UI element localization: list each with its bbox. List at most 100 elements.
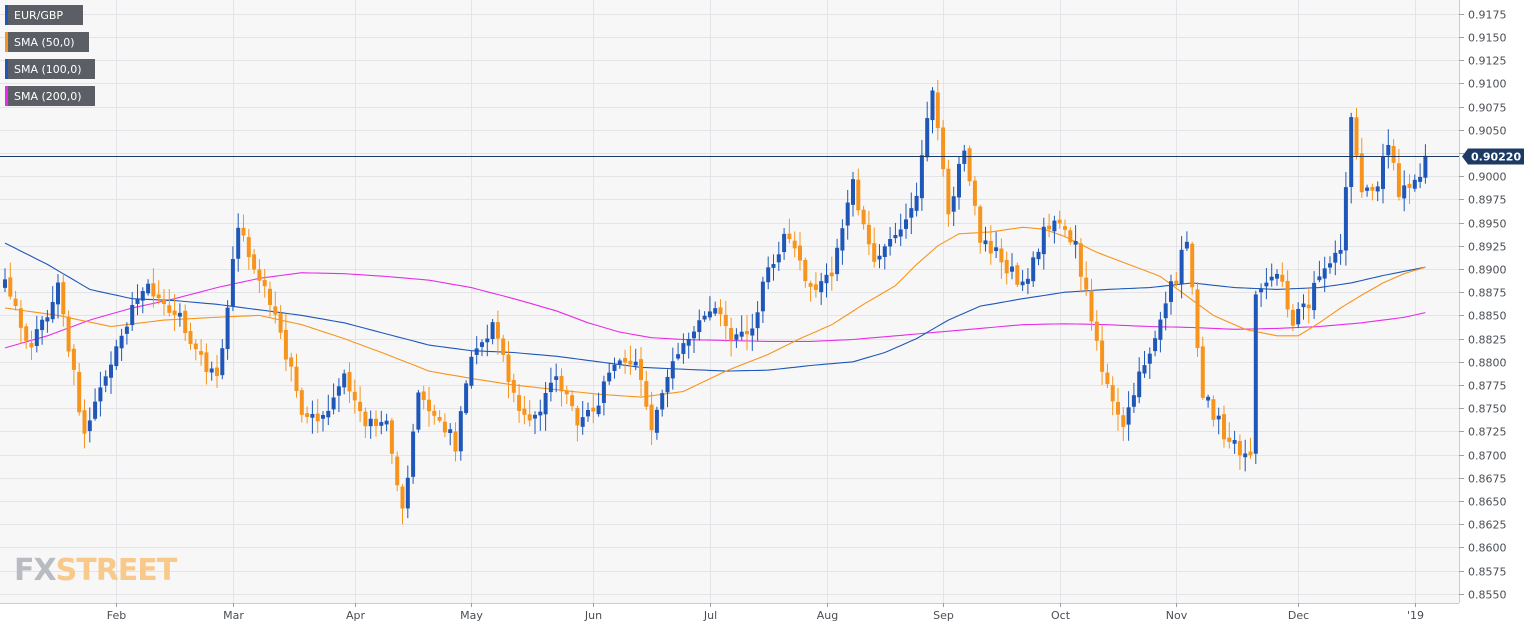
candle-body [591,407,596,412]
candle-up [734,328,739,348]
candle-body [787,233,792,240]
candle-body [994,247,999,252]
candle-down [352,379,357,414]
candle-down [999,238,1004,279]
candle-down [374,410,378,437]
candle-body [230,258,235,307]
candle-body [824,274,829,284]
candle-up [904,203,908,239]
candle-up [707,296,712,321]
candle-body [967,148,972,182]
candle-down [395,451,400,492]
candle-body [1365,187,1370,191]
candle-body [40,319,45,331]
candle-body [1423,155,1428,178]
candle-body [729,328,734,341]
candle-body [289,357,294,367]
candle-body [644,381,649,407]
candle-down [289,352,294,382]
candle-up [612,357,617,379]
candle-body [580,417,585,427]
candle-body [660,393,665,410]
candle-down [1354,108,1359,160]
legend-label: SMA (100,0) [14,63,82,76]
candle-body [1174,280,1179,285]
candle-body [872,243,877,262]
candle-down [1110,376,1115,416]
candle-body [1078,243,1083,277]
candle-down [167,289,172,317]
candle-body [1004,259,1009,274]
candle-down [988,225,993,265]
candle-body [925,118,930,158]
candle-up [230,246,235,312]
candle-body [1010,266,1014,272]
candle-up [983,226,988,252]
legend-item[interactable]: SMA (50,0) [5,32,89,52]
candle-down [268,281,272,317]
candle-body [601,381,606,403]
x-tick-label: Apr [346,609,366,622]
candle-body [1375,186,1380,192]
candle-body [782,233,787,253]
candle-up [146,279,151,296]
candle-body [1179,249,1184,285]
candle-down [241,214,246,242]
candle-body [416,392,421,430]
candle-down [511,373,516,403]
candle-body [506,354,511,382]
candle-up [713,301,718,316]
candle-down [299,387,304,423]
candle-body [45,317,50,322]
candle-up [676,342,681,361]
candle-down [8,262,13,300]
candle-down [829,256,834,291]
legend-item[interactable]: EUR/GBP [5,5,83,25]
candle-down [188,322,193,350]
candle-up [1264,268,1269,300]
candle-down [82,399,87,449]
candle-body [1126,407,1131,425]
candle-up [326,394,331,426]
candle-body [1222,414,1226,440]
candle-up [45,309,50,333]
candle-down [1047,213,1052,238]
candle-body [1354,117,1359,156]
candle-body [448,429,453,434]
candle-body [384,420,389,425]
x-tick-label: '19 [1407,609,1424,622]
candle-up [1020,270,1025,292]
candle-up [1036,248,1041,266]
candle-up [596,392,601,417]
candle-body [1089,290,1094,322]
candle-body [983,240,988,245]
candle-up [485,324,490,357]
candle-body [1290,309,1295,326]
candle-body [453,431,458,452]
candle-down [363,407,368,438]
candle-body [654,409,659,433]
candle-body [548,382,553,393]
candle-body [893,235,898,239]
candle-up [962,144,967,172]
candle-up [692,326,696,354]
candle-body [188,331,193,344]
y-tick-label: 0.8825 [1468,334,1507,347]
candle-body [347,371,352,392]
candle-body [437,416,442,421]
candle-up [1253,290,1258,465]
candle-up [225,300,230,360]
candle-body [596,405,601,415]
candle-body [1322,268,1327,279]
candle-body [543,393,548,415]
legend-item[interactable]: SMA (200,0) [5,86,95,106]
candle-down [1211,395,1216,427]
candle-up [1232,430,1237,454]
candle-body [156,294,161,299]
candle-up [930,87,935,134]
sma-100-line [4,242,1426,372]
candle-down [204,343,209,385]
legend-item[interactable]: SMA (100,0) [5,59,95,79]
candle-up [1169,274,1173,315]
